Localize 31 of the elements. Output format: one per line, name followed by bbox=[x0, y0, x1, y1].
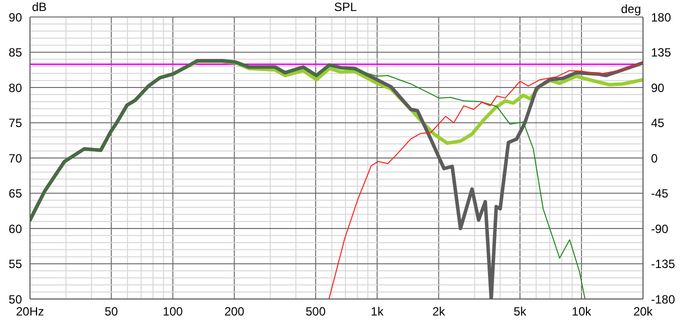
y2-tick-label: -45 bbox=[651, 186, 669, 201]
y2-tick-label: 90 bbox=[651, 80, 665, 95]
x-tick-label: 1k bbox=[370, 304, 384, 319]
y2-tick-label: 45 bbox=[651, 116, 665, 130]
chart-title: SPL bbox=[334, 0, 357, 14]
y2-axis-title: deg bbox=[620, 2, 641, 16]
y2-tick-label: -135 bbox=[651, 257, 676, 272]
y-tick-label: 85 bbox=[8, 46, 22, 60]
x-tick-label: 100 bbox=[162, 304, 184, 319]
y-tick-label: 65 bbox=[8, 186, 22, 201]
y2-tick-label: 135 bbox=[651, 46, 672, 60]
y2-tick-label: -90 bbox=[651, 222, 669, 236]
y-axis-title: dB bbox=[32, 0, 47, 14]
y-tick-label: 70 bbox=[8, 151, 22, 166]
y-tick-label: 60 bbox=[8, 222, 22, 236]
x-tick-label: 10k bbox=[572, 304, 592, 319]
x-tick-label: 20k bbox=[633, 304, 654, 319]
y-tick-label: 80 bbox=[8, 80, 22, 95]
y-tick-label: 50 bbox=[8, 292, 22, 306]
x-tick-label: 2k bbox=[432, 304, 446, 319]
y2-tick-label: 0 bbox=[651, 151, 658, 166]
y2-tick-label: -180 bbox=[651, 292, 676, 306]
x-tick-label: 50 bbox=[104, 304, 118, 319]
y-tick-label: 90 bbox=[8, 10, 22, 24]
y-tick-label: 55 bbox=[8, 257, 22, 272]
x-tick-label: 20Hz bbox=[16, 304, 44, 319]
x-tick-label: 5k bbox=[514, 304, 528, 319]
x-tick-label: 500 bbox=[306, 304, 326, 319]
x-tick-label: 200 bbox=[224, 304, 245, 319]
y2-tick-label: 180 bbox=[651, 10, 672, 24]
y-tick-label: 75 bbox=[8, 116, 22, 130]
